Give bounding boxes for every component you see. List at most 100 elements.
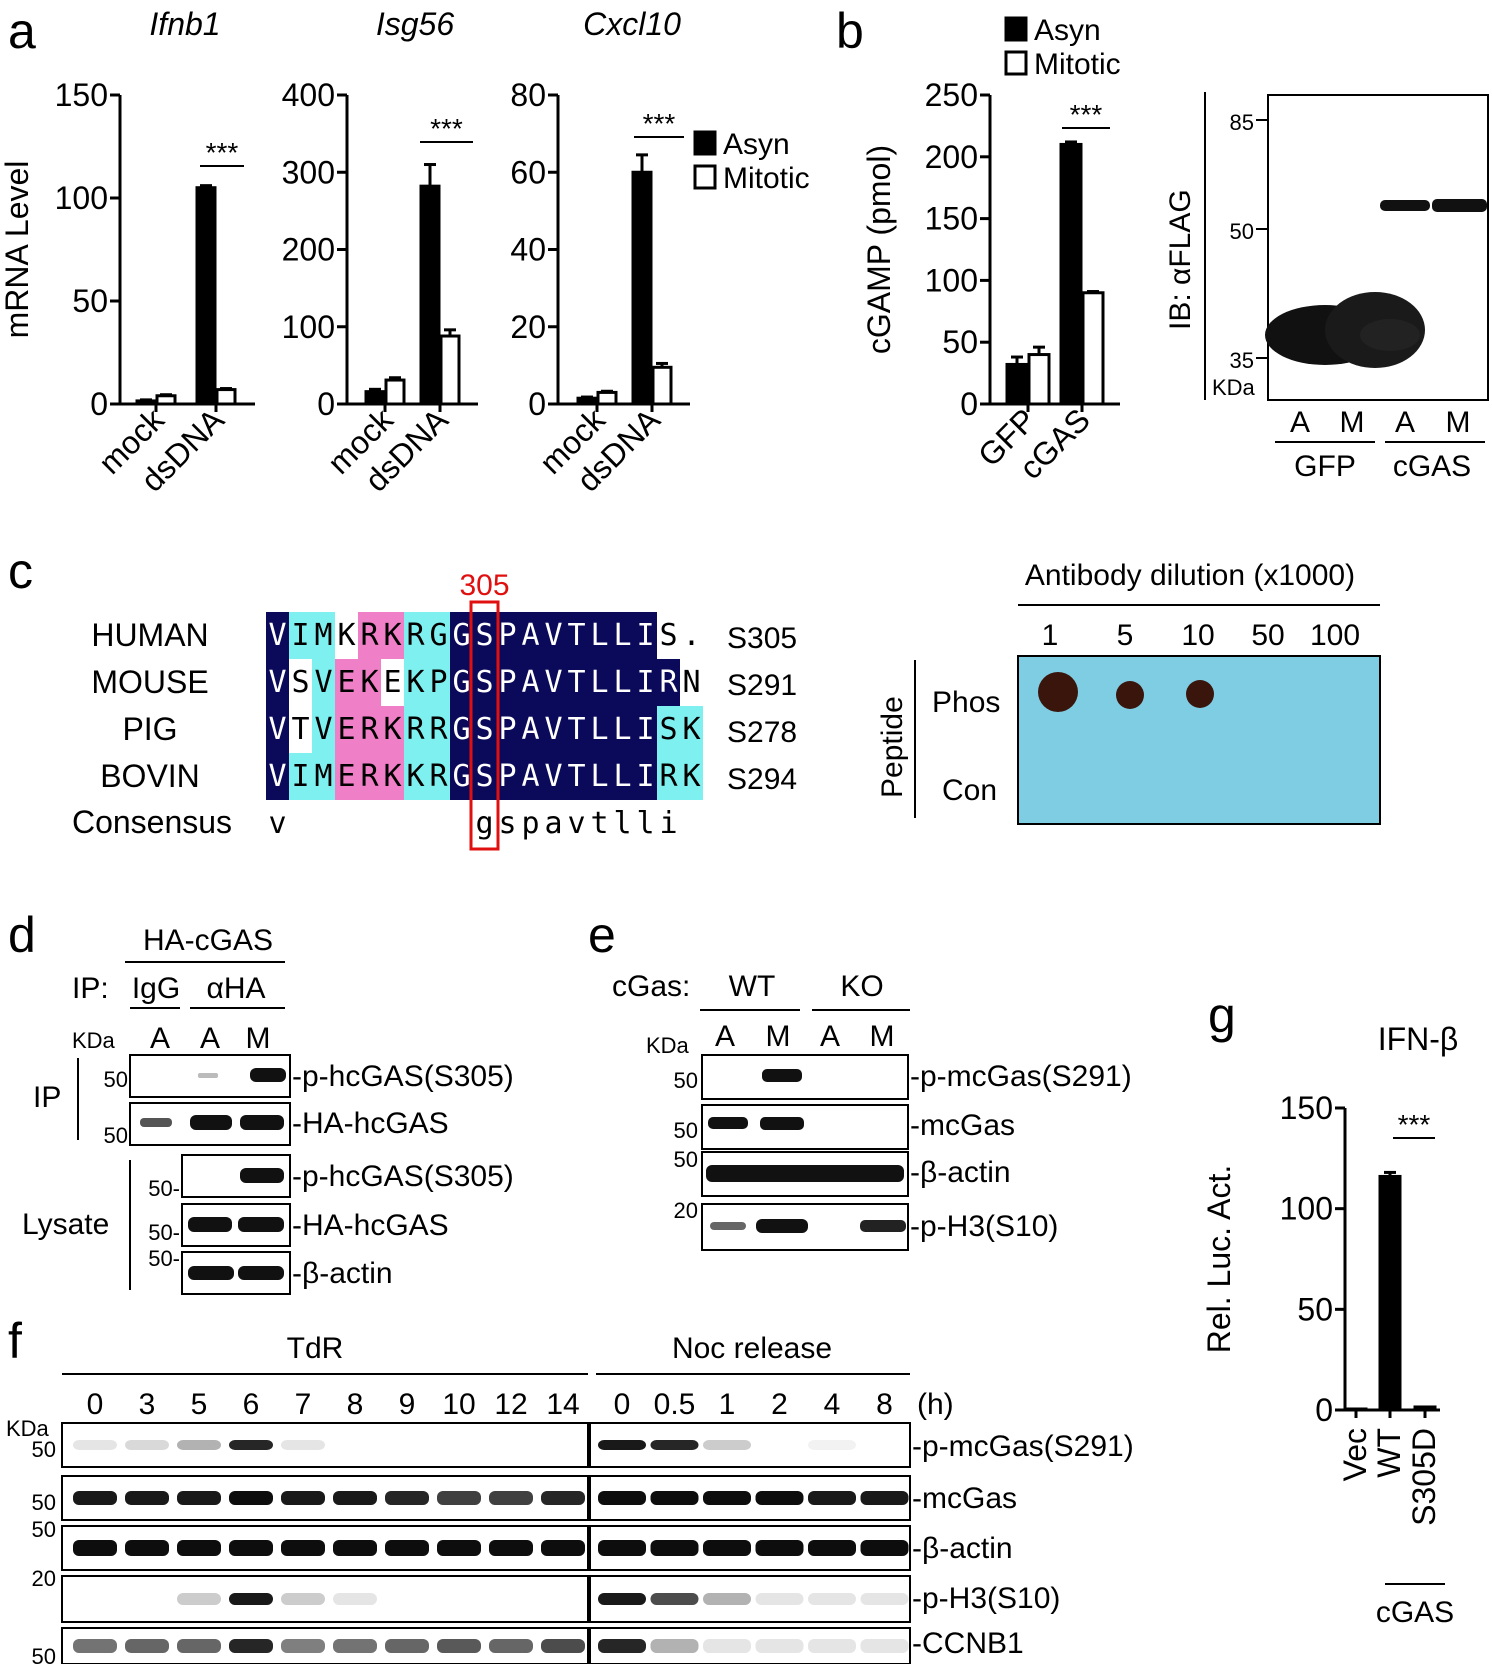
species-pig: PIG	[122, 711, 177, 747]
residue-cell	[496, 753, 519, 800]
species-bovin: BOVIN	[100, 758, 200, 794]
y-tick-label: 0	[528, 386, 546, 422]
blot-f-marker: 20	[32, 1566, 56, 1591]
band	[541, 1540, 585, 1556]
residue-cell	[542, 706, 565, 753]
tdr-time-label: 5	[191, 1388, 208, 1421]
blot-d-kda: KDa	[72, 1028, 116, 1053]
y-tick-label: 0	[960, 386, 978, 422]
band	[281, 1491, 325, 1505]
blot-b-kda: KDa	[1212, 375, 1256, 400]
residue-cell	[565, 612, 588, 659]
consensus-residue: a	[544, 806, 562, 841]
residue: K	[406, 759, 424, 794]
residue: A	[521, 665, 539, 700]
y-tick-label: 300	[282, 154, 335, 190]
tdr-time-label: 6	[243, 1388, 260, 1421]
residue: .	[682, 618, 700, 653]
residue: G	[452, 712, 470, 747]
y-tick-label: 0	[90, 386, 108, 422]
residue: T	[567, 759, 585, 794]
residue: I	[636, 618, 654, 653]
blot-d-label-5: -β-actin	[292, 1257, 393, 1290]
band	[755, 1593, 804, 1605]
blot-f-marker: 50	[32, 1437, 56, 1462]
residue: I	[291, 618, 309, 653]
y-tick-label: 0	[317, 386, 335, 422]
consensus-residue: l	[636, 806, 654, 841]
blot-e-top-label: cGas:	[612, 970, 690, 1003]
residue: T	[567, 712, 585, 747]
chart-title: Isg56	[376, 6, 454, 42]
bar-mitotic	[215, 388, 237, 406]
band	[755, 1491, 804, 1505]
chart-title: Cxcl10	[583, 6, 681, 42]
bar-asyn	[1059, 142, 1083, 406]
residue: A	[521, 759, 539, 794]
band	[73, 1491, 117, 1505]
residue-cell	[312, 753, 335, 800]
blot-f-marker: 50	[32, 1490, 56, 1515]
consensus-residue: v	[268, 806, 286, 841]
residue-cell	[634, 753, 657, 800]
residue-cell	[496, 706, 519, 753]
residue: L	[613, 759, 631, 794]
residue-cell	[266, 659, 289, 706]
residue: V	[314, 712, 332, 747]
blot-b-band-cgas-a	[1380, 200, 1430, 211]
blot-f-marker: 50	[32, 1644, 56, 1664]
residue: N	[682, 665, 700, 700]
residue: G	[452, 759, 470, 794]
band	[229, 1440, 273, 1450]
residue: E	[337, 712, 355, 747]
band	[808, 1593, 856, 1605]
blot-d-label-2: -HA-hcGAS	[292, 1107, 449, 1140]
y-axis-label: Rel. Luc. Act.	[1201, 1165, 1237, 1354]
blot-f-label: -p-mcGas(S291)	[912, 1430, 1134, 1463]
residue-cell	[565, 753, 588, 800]
residue: K	[360, 665, 378, 700]
dot-blot-side-label: Peptide	[876, 696, 909, 798]
residue-cell	[381, 612, 404, 659]
tdr-time-label: 12	[494, 1388, 527, 1421]
blot-e-group-wt: WT	[729, 970, 776, 1003]
band	[541, 1639, 585, 1653]
bar-value	[1344, 1407, 1368, 1412]
y-tick-label: 60	[510, 154, 546, 190]
residue-cell	[312, 612, 335, 659]
residue: V	[268, 665, 286, 700]
residue-cell	[450, 706, 473, 753]
y-tick-label: 200	[925, 139, 978, 175]
dot-row-con: Con	[942, 774, 997, 807]
residue-cell	[496, 612, 519, 659]
blot-e-marker-2: 50	[674, 1118, 698, 1143]
residue: L	[590, 759, 608, 794]
dilution-100: 100	[1310, 619, 1360, 652]
residue-cell	[335, 753, 358, 800]
y-tick-label: 50	[942, 324, 978, 360]
blot-e-lane-2: M	[766, 1020, 791, 1053]
blot-f-row-tdr	[61, 1422, 589, 1468]
tdr-time-label: 3	[139, 1388, 156, 1421]
blot-d-band	[188, 1217, 232, 1232]
band	[229, 1540, 273, 1556]
residue: M	[314, 759, 332, 794]
band	[333, 1491, 377, 1505]
y-tick-label: 250	[925, 77, 978, 113]
blot-b-marker-85: 85	[1230, 110, 1254, 135]
residue-cell	[473, 612, 496, 659]
panel-letter-a: a	[8, 3, 36, 59]
band	[73, 1639, 117, 1653]
band	[598, 1593, 646, 1605]
y-tick-label: 400	[282, 77, 335, 113]
y-tick-label: 100	[925, 262, 978, 298]
residue-cell	[358, 706, 381, 753]
residue: K	[383, 618, 401, 653]
blot-e-row-1	[701, 1054, 909, 1100]
significance-mark: ***	[430, 113, 463, 144]
blot-b-lane-4: M	[1446, 406, 1471, 439]
blot-d-label-1: -p-hcGAS(S305)	[292, 1060, 514, 1093]
